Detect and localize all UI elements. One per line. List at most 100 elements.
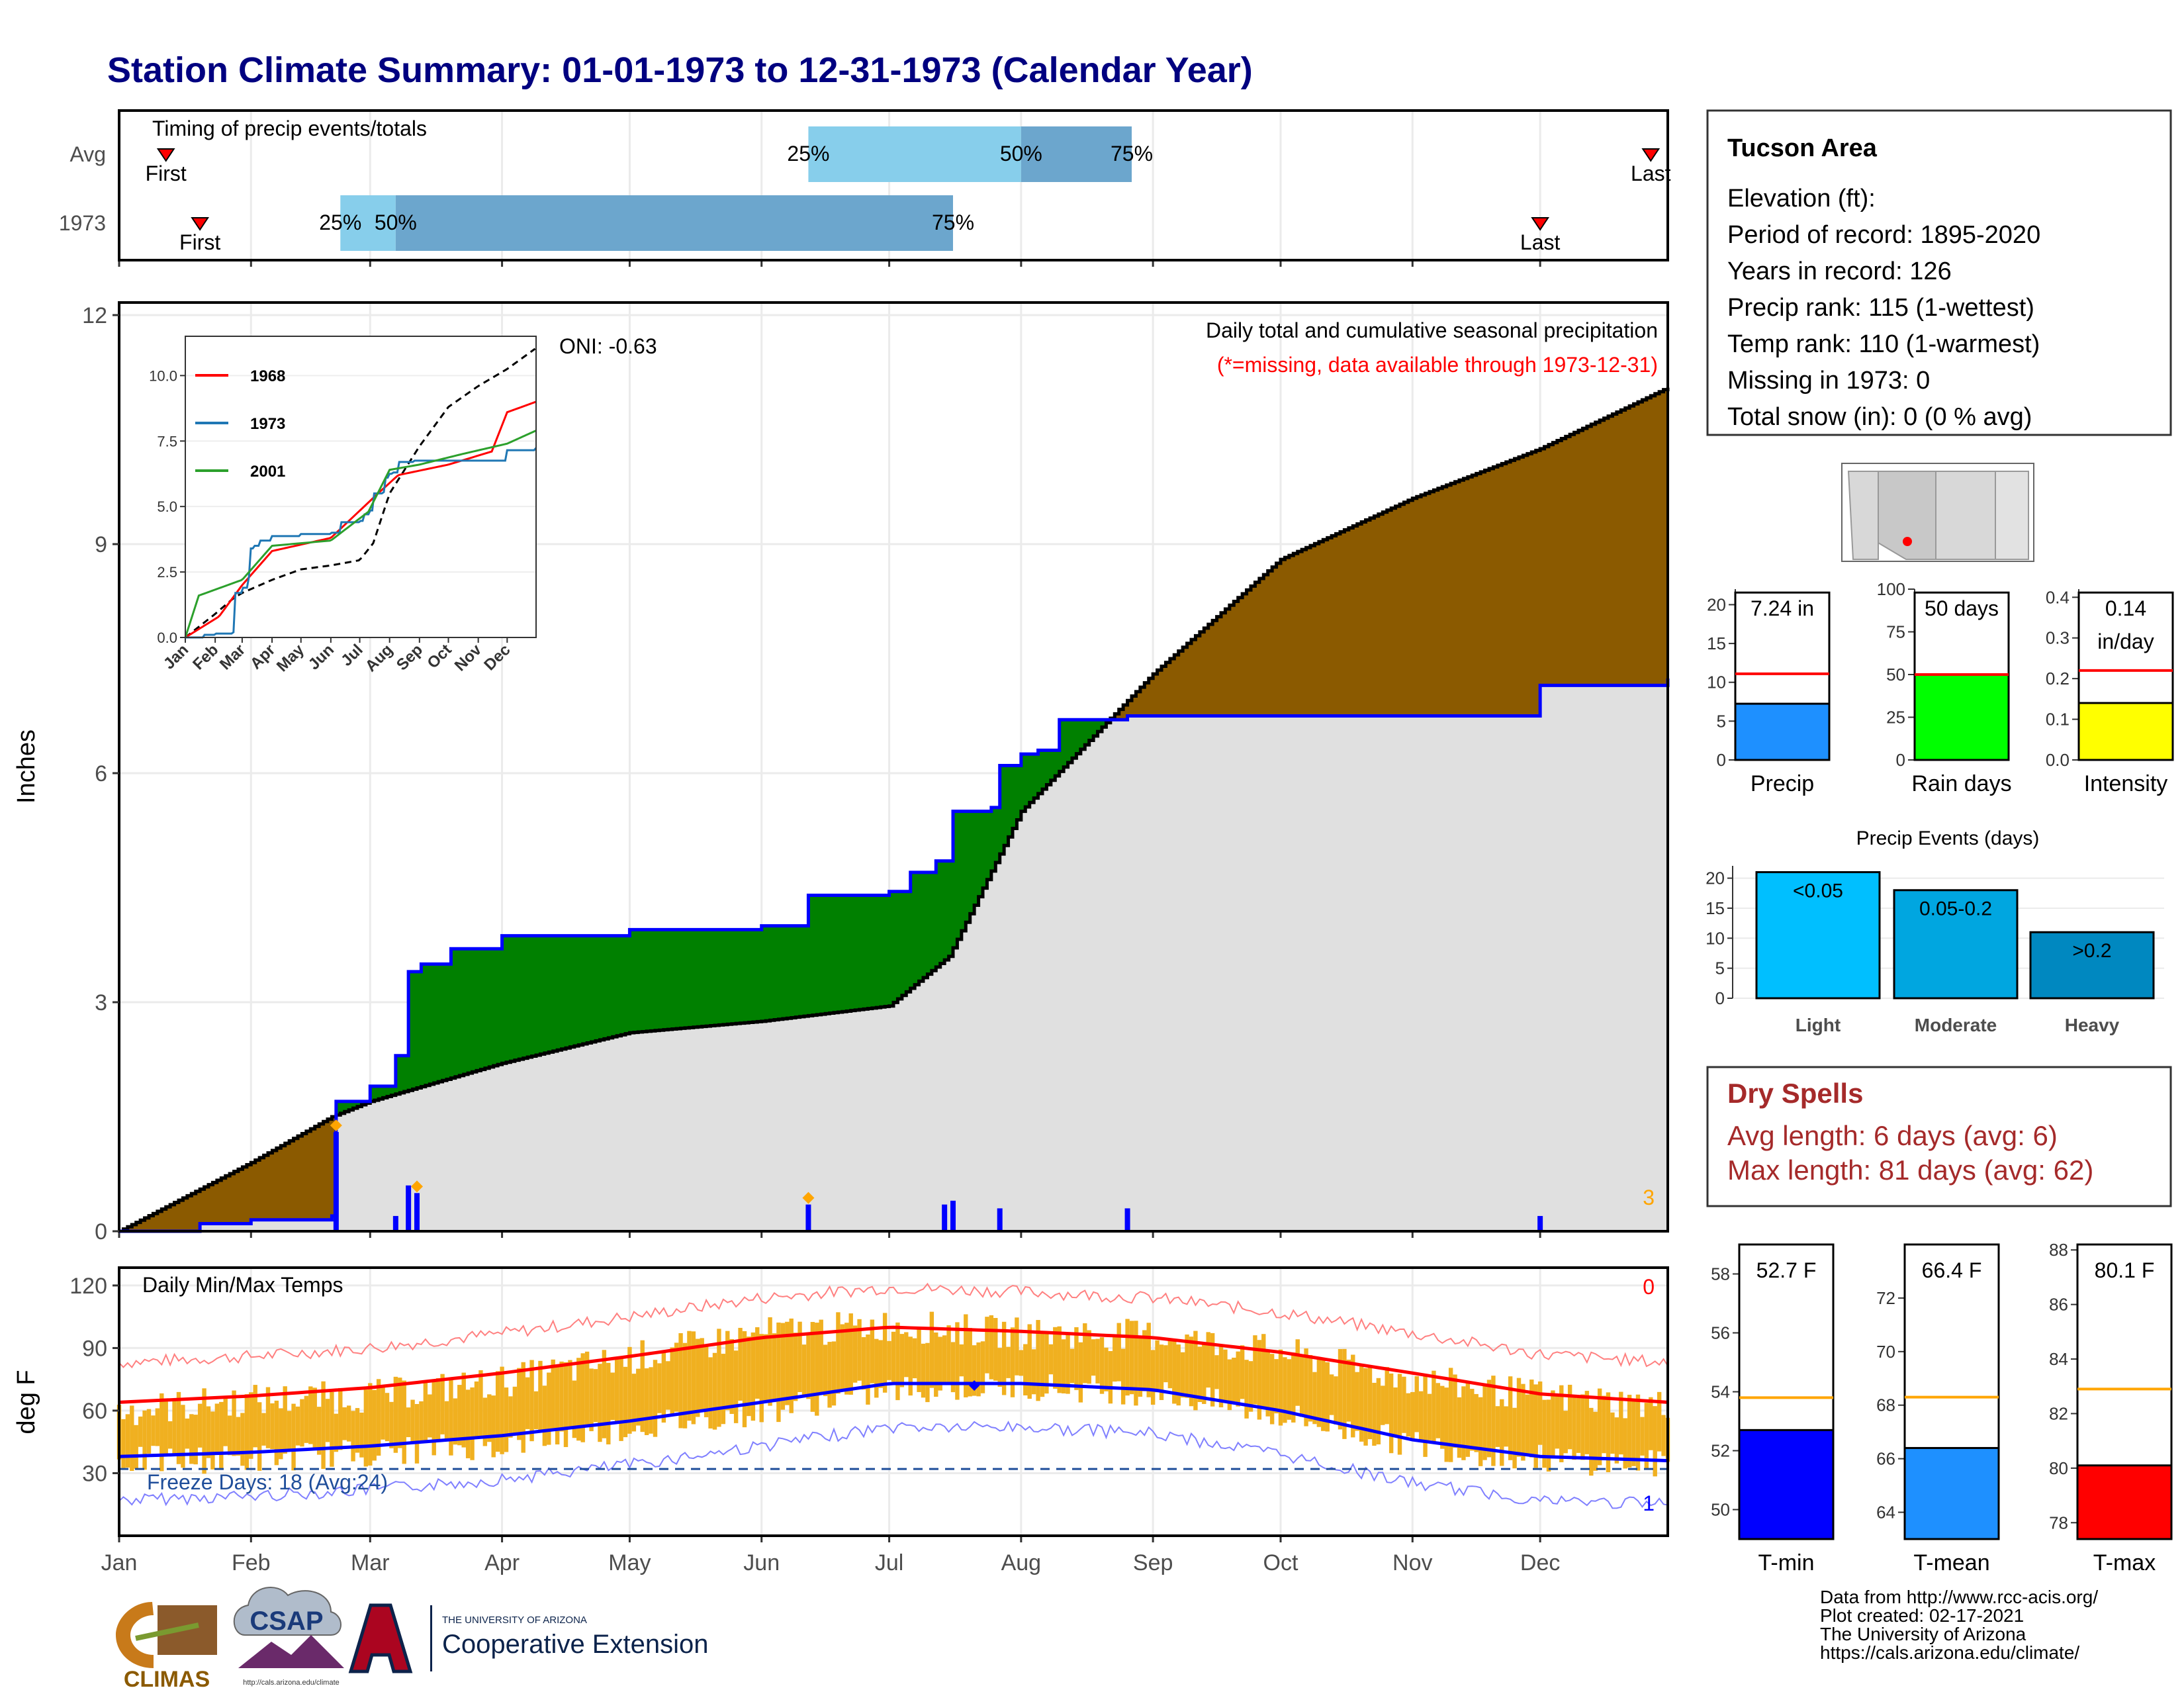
month-label-feb: Feb [232, 1550, 271, 1575]
daily-temp-bar [1185, 1335, 1189, 1398]
summary-bar-tick-label: 5 [1717, 711, 1726, 731]
daily-temp-bar [1521, 1383, 1525, 1461]
daily-temp-bar [763, 1334, 768, 1402]
daily-temp-bar [1593, 1411, 1598, 1471]
daily-temp-bar [1010, 1327, 1015, 1397]
daily-temp-bar [172, 1400, 177, 1454]
daily-temp-bar [1074, 1327, 1079, 1390]
daily-temp-bar [406, 1407, 411, 1438]
avg-min-temp-line [118, 1382, 1668, 1463]
observed-cumulative-area [119, 678, 1668, 1231]
credit-university: The University of Arizona [1820, 1624, 2026, 1644]
daily-temp-bar [887, 1340, 891, 1380]
events-y-tick-label: 10 [1706, 928, 1725, 948]
record-high-line [118, 1282, 1668, 1369]
daily-temp-bar [130, 1405, 134, 1472]
daily-temp-bar [274, 1400, 279, 1466]
daily-temp-bar [1453, 1374, 1457, 1448]
temp-bar-tick-label: 88 [2049, 1240, 2068, 1260]
timing-bar-q1 [808, 126, 1021, 182]
daily-temp-bar [295, 1406, 300, 1446]
daily-temp-bar [1619, 1391, 1623, 1455]
daily-precip-bar [414, 1193, 420, 1231]
daily-temp-bar [1036, 1320, 1040, 1401]
daily-temp-bar [1516, 1378, 1522, 1457]
daily-temp-bar [861, 1336, 866, 1390]
daily-temp-bar [478, 1370, 483, 1437]
daily-temp-bar [346, 1405, 351, 1442]
summary-bar-tick-label: 0.1 [2046, 710, 2070, 729]
daily-temp-bar [755, 1327, 760, 1399]
first-event-marker [191, 217, 210, 231]
daily-temp-bar [785, 1321, 790, 1405]
summary-bar-tick-label: 75 [1886, 622, 1905, 642]
daily-temp-bar [772, 1333, 777, 1403]
info-elevation: Elevation (ft): [1727, 185, 1876, 212]
info-missing: Missing in 1973: 0 [1727, 367, 1930, 395]
inset-series-1968 [185, 400, 537, 639]
daily-temp-bar [653, 1360, 658, 1437]
month-label-jul: Jul [875, 1550, 903, 1575]
info-box: Tucson Area Elevation (ft): Period of re… [1706, 109, 2172, 436]
temp-y-tick-label: 120 [69, 1274, 107, 1299]
ua-small: THE UNIVERSITY OF ARIZONA [442, 1615, 587, 1626]
daily-temp-bar [1066, 1335, 1070, 1394]
daily-temp-bar [482, 1397, 488, 1446]
daily-temp-bar [359, 1412, 364, 1458]
daily-temp-bar [584, 1351, 590, 1425]
daily-temp-bar [261, 1413, 266, 1446]
temp-bar-tick-label: 82 [2049, 1403, 2068, 1423]
temp-bar-tick-label: 64 [1876, 1503, 1895, 1523]
temp-bar-tick-label: 86 [2049, 1295, 2068, 1315]
daily-temp-bar [342, 1407, 347, 1440]
inset-average-line [185, 348, 536, 639]
daily-temp-bar [751, 1332, 756, 1421]
daily-temp-bar [997, 1348, 1002, 1387]
daily-temp-bar [300, 1399, 304, 1447]
daily-temp-bar [1223, 1349, 1228, 1402]
event-category-label: Moderate [1915, 1015, 1997, 1035]
temp-bar-tick-label: 50 [1711, 1500, 1730, 1520]
daily-temp-bar [696, 1338, 700, 1417]
daily-temp-bar [487, 1394, 492, 1442]
daily-temp-bar [789, 1318, 794, 1413]
daily-temp-bar [742, 1331, 747, 1428]
temp-y-axis: 30 60 90 120 [69, 1274, 119, 1486]
daily-temp-bar [474, 1381, 479, 1436]
temp-bar-tick-label: 54 [1711, 1382, 1730, 1402]
daily-temp-bar [232, 1390, 236, 1456]
daily-temp-bar [1325, 1362, 1330, 1432]
daily-temp-bar [1432, 1370, 1436, 1444]
daily-temp-bar [142, 1410, 147, 1470]
daily-temp-bar [1329, 1374, 1334, 1415]
daily-temp-bar [1555, 1393, 1560, 1449]
daily-temp-bar [270, 1403, 275, 1450]
daily-temp-bar [393, 1376, 398, 1453]
climas-name: CLIMAS [124, 1667, 210, 1688]
daily-temp-bar [691, 1331, 696, 1425]
daily-temp-bar [708, 1357, 713, 1429]
daily-temp-bar [146, 1409, 152, 1454]
daily-temp-bar [287, 1411, 292, 1450]
daily-temp-bar [291, 1403, 296, 1471]
daily-temp-bar [1657, 1391, 1662, 1452]
daily-temp-bar [810, 1322, 815, 1412]
summary-bar-tick-label: 50 [1886, 665, 1905, 684]
timing-label: Timing of precip events/totals [152, 117, 427, 140]
summary-bar-precip [1734, 702, 1831, 761]
daily-temp-bar [1113, 1337, 1117, 1382]
daily-temp-bar [321, 1381, 326, 1470]
month-label-aug: Aug [1001, 1550, 1042, 1575]
daily-temp-bar [461, 1372, 466, 1448]
daily-temp-bar [1367, 1366, 1373, 1440]
daily-precip-bar [1537, 1215, 1543, 1231]
temp-y-tick-label: 30 [82, 1461, 107, 1486]
event-bar-moderate [1893, 889, 2019, 1000]
summary-bar-tick-label: 0.0 [2046, 750, 2070, 770]
daily-temp-bar [1435, 1383, 1441, 1438]
inset-series-1973 [185, 447, 537, 639]
inset-y-tick-label: 0.0 [157, 630, 177, 646]
daily-temp-bar [453, 1398, 458, 1445]
daily-temp-bar [1278, 1349, 1283, 1426]
station-location-marker [1903, 537, 1912, 546]
